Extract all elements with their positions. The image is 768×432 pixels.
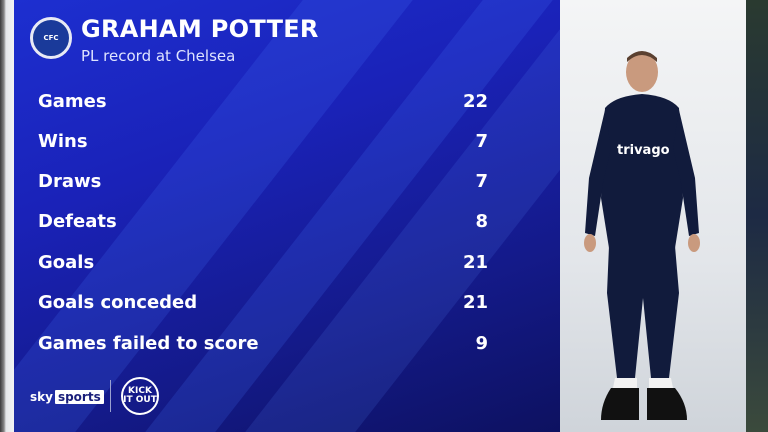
stat-value: 7 bbox=[475, 171, 488, 192]
stat-row-wins: Wins 7 bbox=[38, 131, 488, 161]
left-edge-strip bbox=[0, 0, 14, 432]
sports-text: sports bbox=[54, 390, 104, 404]
stat-value: 21 bbox=[462, 292, 488, 313]
player-figure bbox=[584, 51, 700, 420]
stat-row-draws: Draws 7 bbox=[38, 171, 488, 201]
stat-row-defeats: Defeats 8 bbox=[38, 211, 488, 241]
stat-value: 9 bbox=[475, 333, 488, 354]
stat-row-failed-to-score: Games failed to score 9 bbox=[38, 333, 488, 363]
sky-sports-logo: sky sports bbox=[30, 390, 104, 404]
stat-label: Goals conceded bbox=[38, 292, 198, 313]
stats-panel bbox=[14, 0, 560, 432]
stat-row-games: Games 22 bbox=[38, 91, 488, 121]
stat-label: Goals bbox=[38, 252, 95, 273]
stat-value: 22 bbox=[462, 91, 488, 112]
stadium-edge bbox=[746, 0, 768, 432]
sky-text: sky bbox=[30, 390, 53, 404]
stat-row-goals-conceded: Goals conceded 21 bbox=[38, 292, 488, 322]
stat-row-goals: Goals 21 bbox=[38, 252, 488, 282]
stat-label: Draws bbox=[38, 171, 102, 192]
kick-it-out-logo: KICK IT OUT bbox=[121, 377, 159, 415]
page-title: GRAHAM POTTER bbox=[81, 15, 319, 43]
shirt-sponsor-logo: trivago bbox=[617, 143, 670, 158]
stat-value: 21 bbox=[462, 252, 488, 273]
page-subtitle: PL record at Chelsea bbox=[81, 47, 236, 65]
stat-value: 7 bbox=[475, 131, 488, 152]
stat-label: Wins bbox=[38, 131, 88, 152]
stat-label: Games bbox=[38, 91, 107, 112]
stat-label: Games failed to score bbox=[38, 333, 259, 354]
logo-divider bbox=[110, 380, 111, 412]
chelsea-crest-icon: CFC bbox=[30, 17, 72, 59]
stat-value: 8 bbox=[475, 211, 488, 232]
stat-label: Defeats bbox=[38, 211, 117, 232]
